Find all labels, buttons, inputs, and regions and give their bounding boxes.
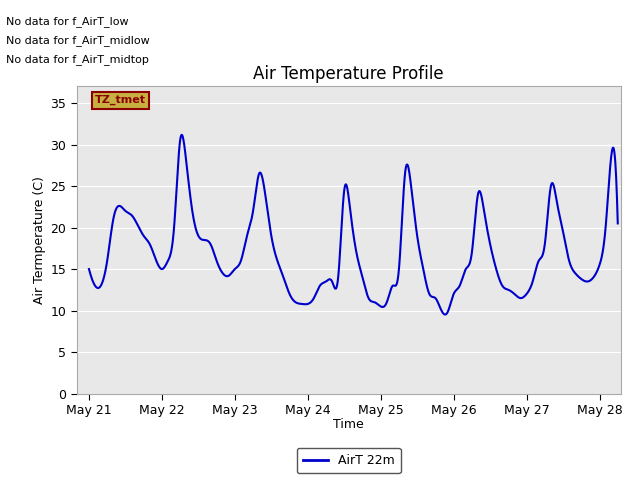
Y-axis label: Air Termperature (C): Air Termperature (C) xyxy=(33,176,46,304)
Text: No data for f_AirT_low: No data for f_AirT_low xyxy=(6,16,129,27)
X-axis label: Time: Time xyxy=(333,419,364,432)
Text: TZ_tmet: TZ_tmet xyxy=(95,95,146,105)
Text: No data for f_AirT_midtop: No data for f_AirT_midtop xyxy=(6,54,149,65)
Text: No data for f_AirT_midlow: No data for f_AirT_midlow xyxy=(6,35,150,46)
Legend: AirT 22m: AirT 22m xyxy=(297,448,401,473)
Title: Air Temperature Profile: Air Temperature Profile xyxy=(253,65,444,84)
